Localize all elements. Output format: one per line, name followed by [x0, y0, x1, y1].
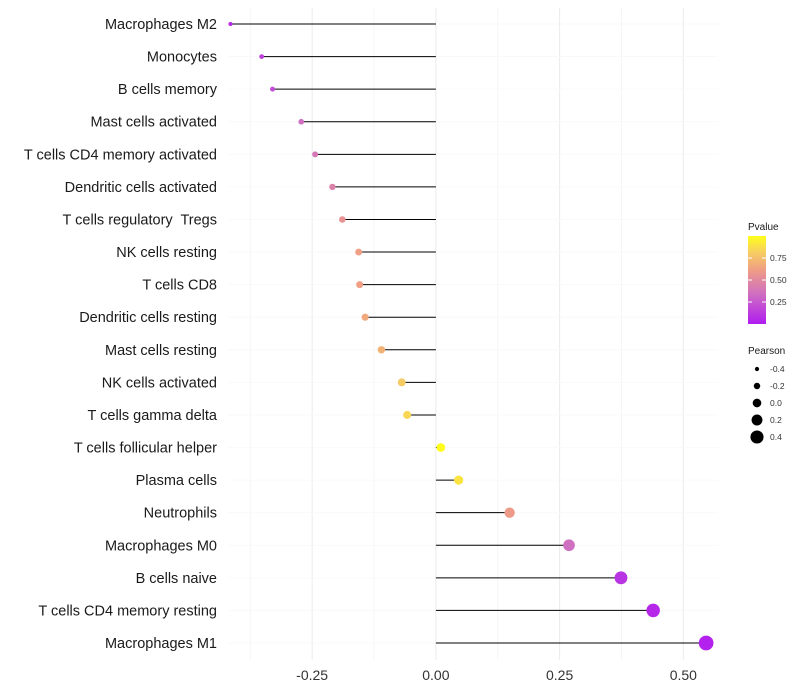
y-tick-label: B cells naive	[136, 571, 217, 587]
y-tick-label: T cells follicular helper	[74, 441, 217, 457]
y-tick-label: Mast cells resting	[105, 343, 217, 359]
point-9	[356, 281, 364, 289]
size-legend-label: -0.2	[770, 381, 785, 391]
size-legend-dot	[752, 398, 762, 408]
point-8	[355, 248, 363, 256]
point-16	[504, 507, 515, 518]
point-1	[228, 21, 233, 27]
colorbar-tick-label: 0.25	[770, 297, 787, 307]
y-tick-label: Mast cells activated	[90, 115, 217, 131]
lollipop-points	[228, 21, 714, 651]
colorbar-tick-label: 0.50	[770, 275, 787, 285]
size-legend-dot	[754, 366, 760, 372]
y-tick-label: NK cells resting	[116, 245, 217, 261]
size-legend-label: -0.4	[770, 364, 785, 374]
point-10	[361, 313, 369, 321]
x-tick-label: 0.25	[546, 667, 573, 683]
size-legend-label: 0.0	[770, 398, 782, 408]
size-legend-label: 0.4	[770, 432, 782, 442]
y-tick-label: Dendritic cells resting	[79, 310, 217, 326]
point-18	[614, 571, 628, 585]
pearson-legend-title: Pearson	[748, 346, 785, 357]
point-17	[563, 539, 575, 552]
y-tick-label: Macrophages M1	[105, 636, 217, 652]
x-tick-label: 0.50	[670, 667, 697, 683]
y-tick-label: Monocytes	[147, 50, 217, 66]
point-3	[270, 86, 276, 92]
y-tick-label: T cells CD4 memory resting	[38, 603, 217, 619]
point-12	[397, 378, 406, 387]
pvalue-legend: Pvalue 0.75 0.50 0.25	[748, 222, 787, 324]
y-tick-label: Dendritic cells activated	[65, 180, 217, 196]
grid-lines	[228, 8, 718, 660]
y-tick-label: NK cells activated	[102, 375, 217, 391]
lollipop-stems	[230, 23, 707, 644]
x-tick-label: -0.25	[296, 667, 328, 683]
point-5	[312, 151, 319, 158]
y-tick-label: Macrophages M0	[105, 538, 217, 554]
point-11	[377, 346, 386, 354]
pearson-legend: Pearson -0.4 -0.2 0.0 0.2 0.4	[748, 346, 785, 444]
point-19	[646, 603, 660, 618]
x-tick-label: 0.00	[422, 667, 449, 683]
y-tick-label: B cells memory	[118, 82, 218, 98]
pvalue-colorbar	[748, 236, 766, 324]
point-20	[698, 635, 714, 651]
y-tick-label: T cells CD8	[142, 278, 217, 294]
point-7	[339, 216, 346, 223]
point-2	[259, 54, 265, 59]
y-tick-label: Neutrophils	[144, 506, 217, 522]
size-legend-label: 0.2	[770, 415, 782, 425]
pvalue-legend-title: Pvalue	[748, 222, 779, 233]
point-13	[403, 410, 412, 419]
size-legend-dot	[750, 430, 764, 444]
y-axis-labels: Macrophages M2 Monocytes B cells memory Mas…	[24, 17, 218, 652]
y-tick-label: Macrophages M2	[105, 17, 217, 33]
colorbar-tick-label: 0.75	[770, 253, 787, 263]
point-6	[329, 183, 336, 191]
point-14	[436, 443, 446, 452]
y-tick-label: T cells gamma delta	[88, 408, 218, 424]
y-tick-label: T cells CD4 memory activated	[24, 147, 217, 163]
point-15	[454, 475, 464, 485]
y-tick-label: T cells regulatory Tregs	[63, 212, 217, 228]
y-tick-label: Plasma cells	[136, 473, 217, 489]
x-axis-labels: -0.25 0.00 0.25 0.50	[296, 667, 697, 683]
size-legend-dot	[753, 382, 761, 390]
size-legend-dot	[751, 414, 763, 426]
point-4	[298, 118, 305, 125]
